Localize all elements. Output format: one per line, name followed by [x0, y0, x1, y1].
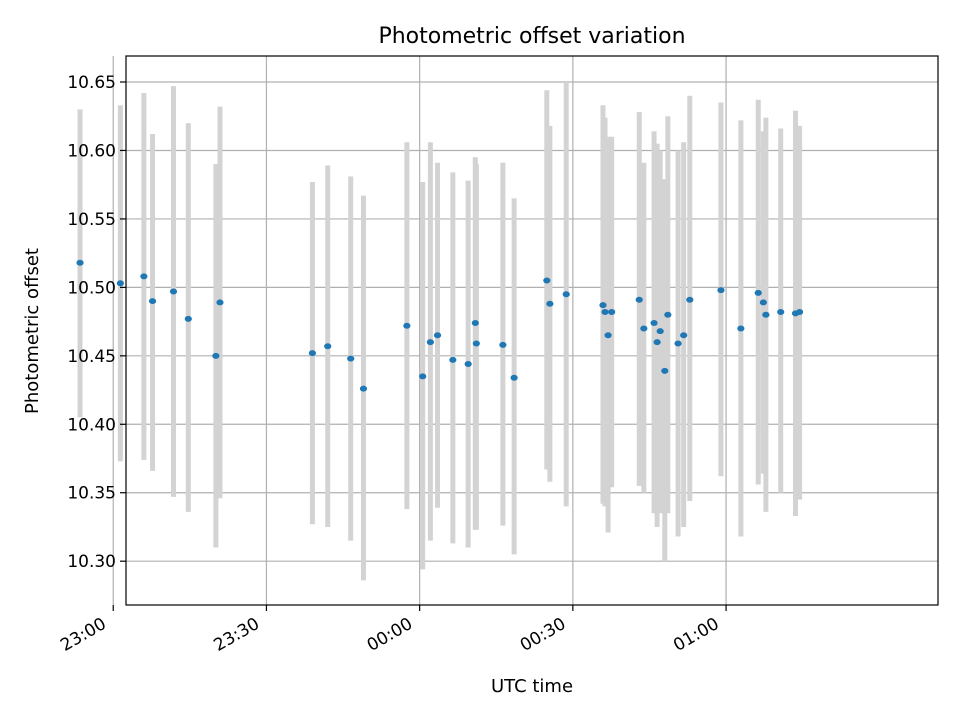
data-point [754, 289, 762, 296]
data-point [472, 340, 480, 347]
data-point [359, 385, 368, 392]
x-tick-label: 01:00 [670, 614, 722, 656]
data-point [686, 296, 694, 303]
data-point [608, 309, 616, 316]
data-point [212, 352, 220, 359]
data-point [419, 373, 427, 380]
data-point [347, 355, 355, 362]
y-tick-label: 10.45 [67, 347, 116, 367]
data-point [169, 288, 178, 295]
data-point [116, 280, 124, 287]
data-point [737, 325, 745, 332]
y-tick-label: 10.50 [67, 278, 116, 298]
y-tick-label: 10.55 [67, 210, 116, 230]
y-tick-label: 10.30 [67, 552, 116, 572]
x-tick-label: 23:00 [57, 614, 109, 656]
grid-lines [112, 56, 938, 605]
data-point [148, 298, 157, 305]
data-point [433, 332, 442, 339]
data-point [604, 332, 612, 339]
data-point [140, 273, 148, 280]
data-point [680, 332, 688, 339]
data-point [796, 309, 804, 316]
data-point [599, 302, 607, 309]
plot-frame [125, 55, 939, 606]
data-point [543, 277, 551, 284]
data-point [650, 319, 658, 326]
data-point [464, 361, 472, 368]
data-point [664, 311, 672, 318]
data-point [656, 328, 664, 335]
data-point [759, 299, 767, 306]
y-tick-label: 10.40 [67, 415, 116, 435]
data-points [76, 259, 804, 392]
x-tick-label: 00:30 [517, 614, 569, 656]
y-tick-label: 10.35 [67, 484, 116, 504]
data-point [324, 343, 332, 350]
data-point [510, 374, 518, 381]
data-point [653, 339, 661, 346]
x-axis-label: UTC time [491, 676, 573, 697]
data-point [471, 319, 479, 326]
y-axis-ticks: 10.30 10.35 10.40 10.45 10.50 10.55 10.60 10.65 [67, 73, 126, 572]
data-point [777, 309, 785, 316]
data-point [449, 356, 457, 363]
x-tick-label: 23:30 [211, 614, 263, 656]
data-point [635, 296, 643, 303]
chart-title: Photometric offset variation [378, 24, 685, 49]
data-point [717, 287, 725, 294]
data-point [661, 367, 669, 374]
y-tick-label: 10.65 [67, 73, 116, 93]
data-point [403, 322, 411, 329]
x-tick-label: 00:00 [364, 614, 416, 656]
data-point [308, 350, 317, 357]
data-point [216, 299, 224, 306]
data-point [674, 340, 682, 347]
data-point [601, 309, 609, 316]
data-point [184, 315, 192, 322]
data-point [562, 291, 570, 298]
data-point [762, 311, 770, 318]
y-axis-label: Photometric offset [22, 248, 43, 414]
data-point [76, 259, 84, 266]
data-point [640, 325, 648, 332]
data-point [499, 341, 507, 348]
data-point [426, 339, 434, 346]
error-bars [77, 82, 803, 581]
data-point [546, 300, 554, 307]
y-tick-label: 10.60 [67, 141, 116, 161]
x-axis-ticks: 23:00 23:30 00:00 00:30 01:00 [57, 605, 727, 656]
